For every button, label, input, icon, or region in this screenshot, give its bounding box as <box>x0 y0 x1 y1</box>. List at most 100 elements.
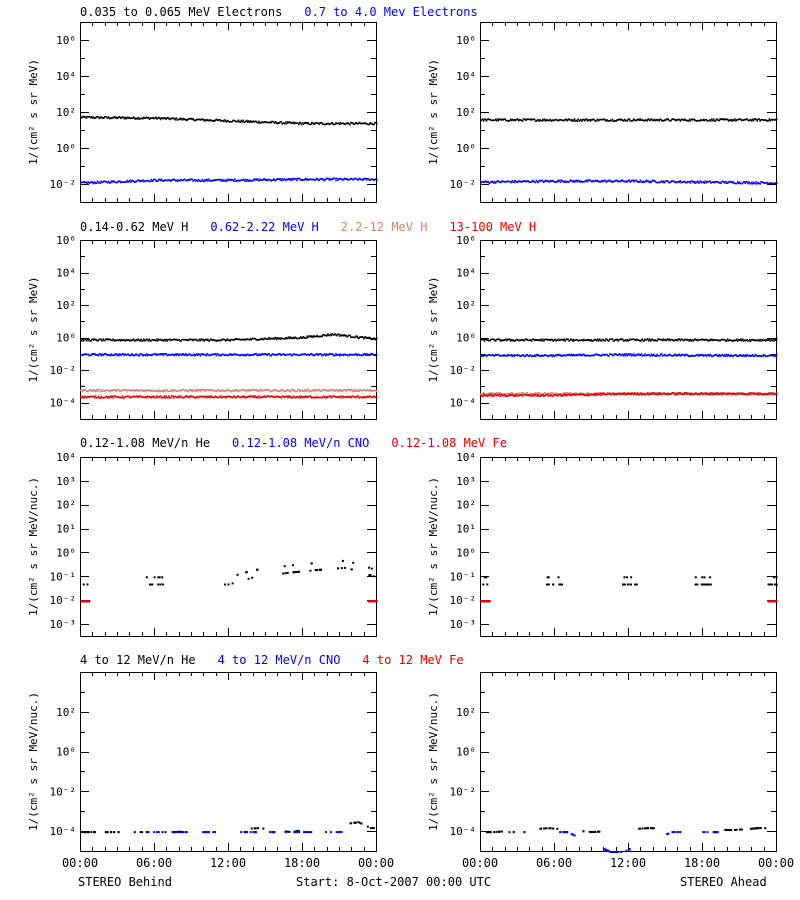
data-point <box>710 392 712 394</box>
data-point <box>201 178 204 181</box>
data-point <box>327 122 330 125</box>
data-point <box>519 339 521 341</box>
data-point <box>368 389 371 392</box>
data-point <box>504 393 506 395</box>
data-point <box>497 394 500 397</box>
data-point <box>320 177 322 180</box>
data-point <box>221 397 223 399</box>
data-point <box>511 392 514 394</box>
data-point <box>350 397 352 399</box>
data-point <box>582 392 584 395</box>
data-point <box>507 393 510 395</box>
data-point <box>195 397 197 399</box>
data-point <box>80 353 82 356</box>
data-point <box>631 392 633 394</box>
data-point <box>559 338 562 341</box>
data-point <box>260 337 263 340</box>
data-point <box>616 180 618 182</box>
data-point <box>125 117 128 120</box>
data-point <box>282 389 284 392</box>
data-point <box>276 178 279 180</box>
data-point <box>333 334 335 336</box>
data-point <box>517 392 519 395</box>
data-point <box>352 390 355 392</box>
data-point <box>496 354 499 356</box>
data-point <box>665 339 668 342</box>
data-point <box>709 393 711 396</box>
data-point <box>334 123 336 125</box>
data-point <box>206 178 208 181</box>
data-point <box>520 392 523 394</box>
data-point <box>366 389 369 391</box>
data-point <box>253 337 256 340</box>
data-point <box>363 396 365 398</box>
data-point <box>633 180 635 183</box>
data-point <box>712 393 714 396</box>
data-point <box>157 390 159 393</box>
data-point <box>562 339 565 342</box>
data-point <box>506 180 508 183</box>
data-point <box>257 122 259 124</box>
data-point <box>80 181 82 183</box>
data-point <box>664 339 667 341</box>
data-point <box>173 338 176 341</box>
data-point <box>299 337 301 339</box>
data-point <box>345 354 347 356</box>
data-point <box>166 117 168 119</box>
data-point <box>528 181 530 183</box>
data-point <box>167 354 169 356</box>
data-point <box>258 338 260 341</box>
data-point <box>736 182 738 185</box>
data-point <box>490 392 492 394</box>
data-point <box>773 576 775 579</box>
data-point <box>313 123 316 125</box>
data-point <box>312 335 315 337</box>
data-point <box>236 353 239 356</box>
data-point <box>747 393 749 396</box>
data-point <box>524 394 527 396</box>
data-point <box>367 353 370 356</box>
data-point <box>172 397 175 399</box>
data-point <box>183 338 186 341</box>
data-point <box>486 118 489 121</box>
data-point <box>529 354 531 356</box>
data-point <box>742 392 745 394</box>
data-point <box>604 119 606 121</box>
data-point <box>590 393 592 396</box>
data-point <box>529 393 531 395</box>
data-point <box>731 120 734 122</box>
data-point <box>221 179 223 181</box>
data-point <box>121 389 124 391</box>
data-point <box>330 178 333 181</box>
data-point <box>731 181 734 184</box>
data-point <box>500 181 502 183</box>
data-point <box>622 120 625 122</box>
data-point <box>367 390 370 392</box>
data-point <box>119 390 122 392</box>
data-point <box>590 392 592 395</box>
data-point <box>317 179 320 181</box>
data-point <box>628 179 631 182</box>
data-point <box>107 116 110 118</box>
data-point <box>359 822 362 825</box>
data-point <box>643 120 645 122</box>
data-point <box>161 576 164 579</box>
data-point <box>305 337 308 339</box>
data-point <box>94 390 97 392</box>
data-point <box>241 389 244 391</box>
data-point <box>190 117 192 120</box>
data-point <box>363 178 365 180</box>
data-point <box>148 180 151 183</box>
data-point <box>504 355 506 357</box>
data-point <box>155 339 157 342</box>
data-point <box>157 388 160 391</box>
data-point <box>775 118 777 121</box>
data-point <box>357 395 359 397</box>
data-point <box>752 827 755 830</box>
data-point <box>483 181 486 184</box>
data-point <box>574 120 577 122</box>
data-point <box>235 180 237 182</box>
data-point <box>611 392 614 395</box>
data-point <box>135 117 138 120</box>
data-point <box>295 571 298 573</box>
